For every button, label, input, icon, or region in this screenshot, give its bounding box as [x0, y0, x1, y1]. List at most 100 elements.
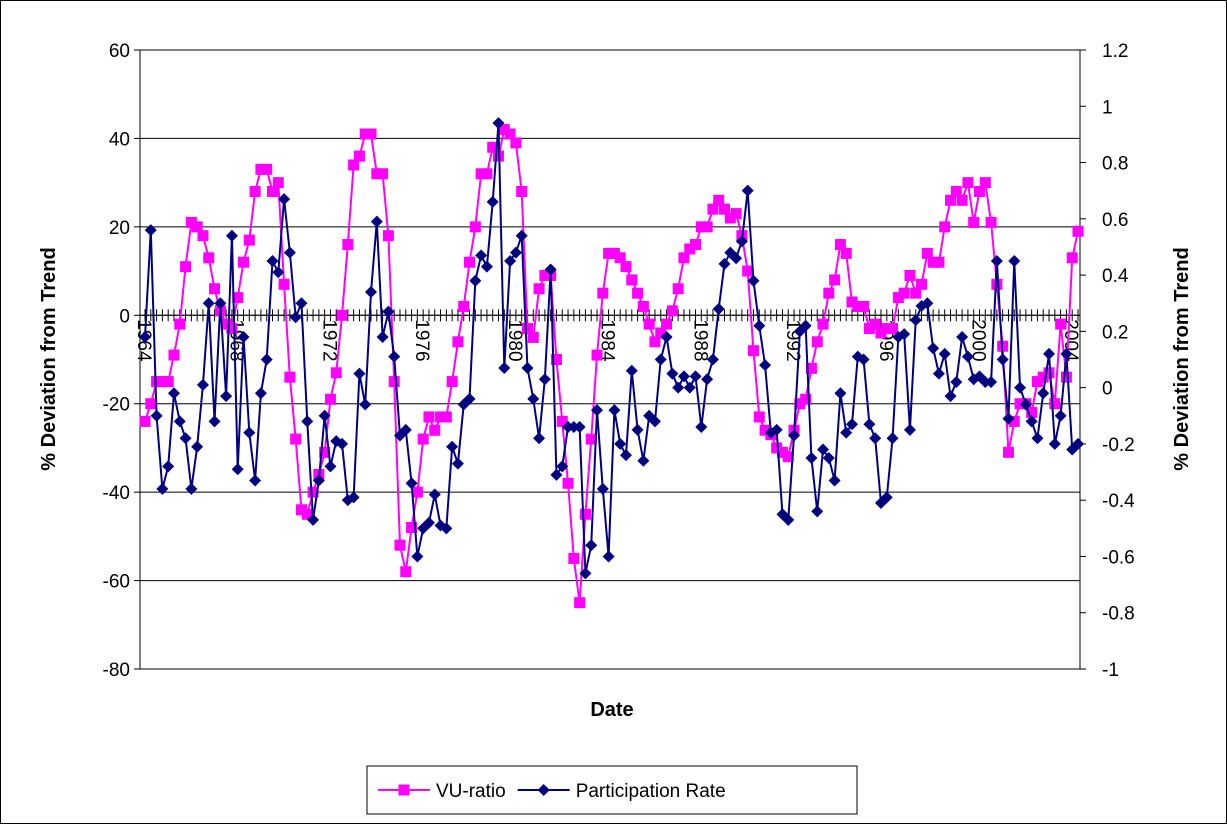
- data-point: [463, 392, 476, 405]
- data-point: [927, 256, 939, 268]
- data-point: [1008, 255, 1021, 268]
- data-point: [469, 274, 482, 287]
- data-point: [156, 376, 168, 388]
- data-point: [857, 353, 870, 366]
- data-point: [261, 163, 273, 175]
- data-point: [648, 415, 661, 428]
- data-point: [1055, 318, 1067, 330]
- data-point: [197, 230, 209, 242]
- data-point: [307, 513, 320, 526]
- data-point: [225, 229, 238, 242]
- data-point: [579, 508, 591, 520]
- data-point: [690, 239, 702, 251]
- y2-tick-label: -0.8: [1102, 604, 1135, 625]
- y-tick-label: 0: [119, 306, 130, 327]
- data-point: [556, 460, 569, 473]
- data-point: [834, 239, 846, 251]
- data-point: [475, 168, 487, 180]
- data-point: [1037, 387, 1050, 400]
- data-point: [278, 193, 291, 206]
- data-point: [191, 440, 204, 453]
- data-point: [956, 194, 968, 206]
- data-point: [799, 319, 812, 332]
- data-point: [817, 318, 829, 330]
- data-point: [597, 287, 609, 299]
- plot-area: [139, 49, 1081, 670]
- data-point: [909, 314, 922, 327]
- data-point: [330, 367, 342, 379]
- y2-tick-label: 0.2: [1102, 322, 1128, 343]
- data-point: [631, 423, 644, 436]
- data-point: [1043, 367, 1055, 379]
- y2-tick-label: 0.6: [1102, 210, 1128, 231]
- data-point: [353, 367, 366, 380]
- data-point: [1072, 437, 1084, 450]
- data-point: [990, 255, 1003, 268]
- data-point: [904, 269, 916, 281]
- data-point: [370, 215, 383, 228]
- data-point: [550, 354, 562, 365]
- data-point: [695, 221, 707, 233]
- data-point: [544, 263, 557, 276]
- data-point: [295, 297, 308, 310]
- data-point: [550, 468, 563, 481]
- data-point: [973, 185, 985, 197]
- data-point: [283, 246, 296, 259]
- data-point: [342, 239, 354, 251]
- data-point: [654, 353, 667, 366]
- y-axis-title: % Deviation from Trend: [38, 247, 60, 470]
- data-point: [231, 463, 244, 476]
- data-point: [1014, 381, 1027, 394]
- data-point: [487, 141, 499, 153]
- data-point: [243, 426, 256, 439]
- data-point: [776, 446, 788, 458]
- data-point: [521, 361, 534, 374]
- data-point: [811, 505, 824, 518]
- data-point: [411, 486, 423, 498]
- data-point: [538, 373, 551, 386]
- y-tick-label: -40: [103, 483, 130, 504]
- y2-tick-label: 0: [1102, 379, 1113, 400]
- y2-tick-label: -0.6: [1102, 547, 1135, 568]
- data-point: [887, 323, 899, 335]
- x-axis-title: Date: [590, 699, 633, 721]
- data-point: [255, 163, 267, 175]
- data-point: [921, 247, 933, 259]
- data-point: [400, 566, 412, 578]
- data-point: [324, 393, 336, 405]
- data-point: [515, 229, 528, 242]
- data-point: [336, 437, 349, 450]
- data-point: [301, 508, 313, 520]
- data-point: [991, 278, 1003, 290]
- data-point: [562, 477, 574, 489]
- data-point: [1008, 415, 1020, 427]
- data-point: [637, 300, 649, 312]
- data-point: [678, 252, 690, 264]
- data-point: [278, 278, 290, 290]
- data-point: [846, 296, 858, 308]
- data-point: [939, 221, 951, 233]
- data-point: [284, 371, 296, 383]
- data-point: [979, 177, 991, 189]
- data-point: [388, 350, 401, 363]
- data-point: [950, 185, 962, 197]
- data-point: [232, 292, 244, 304]
- data-point: [661, 318, 673, 330]
- data-point: [1048, 437, 1061, 450]
- data-point: [591, 349, 603, 361]
- data-point: [440, 522, 453, 535]
- data-point: [469, 221, 481, 233]
- data-point: [458, 300, 470, 312]
- data-point: [208, 415, 221, 428]
- data-point: [660, 330, 673, 343]
- data-point: [1066, 252, 1078, 264]
- data-point: [144, 224, 157, 237]
- data-point: [579, 567, 592, 580]
- data-point: [382, 230, 394, 242]
- data-point: [730, 208, 742, 220]
- data-point: [203, 252, 215, 264]
- data-point: [753, 319, 766, 332]
- data-point: [683, 381, 696, 394]
- data-point: [446, 376, 458, 388]
